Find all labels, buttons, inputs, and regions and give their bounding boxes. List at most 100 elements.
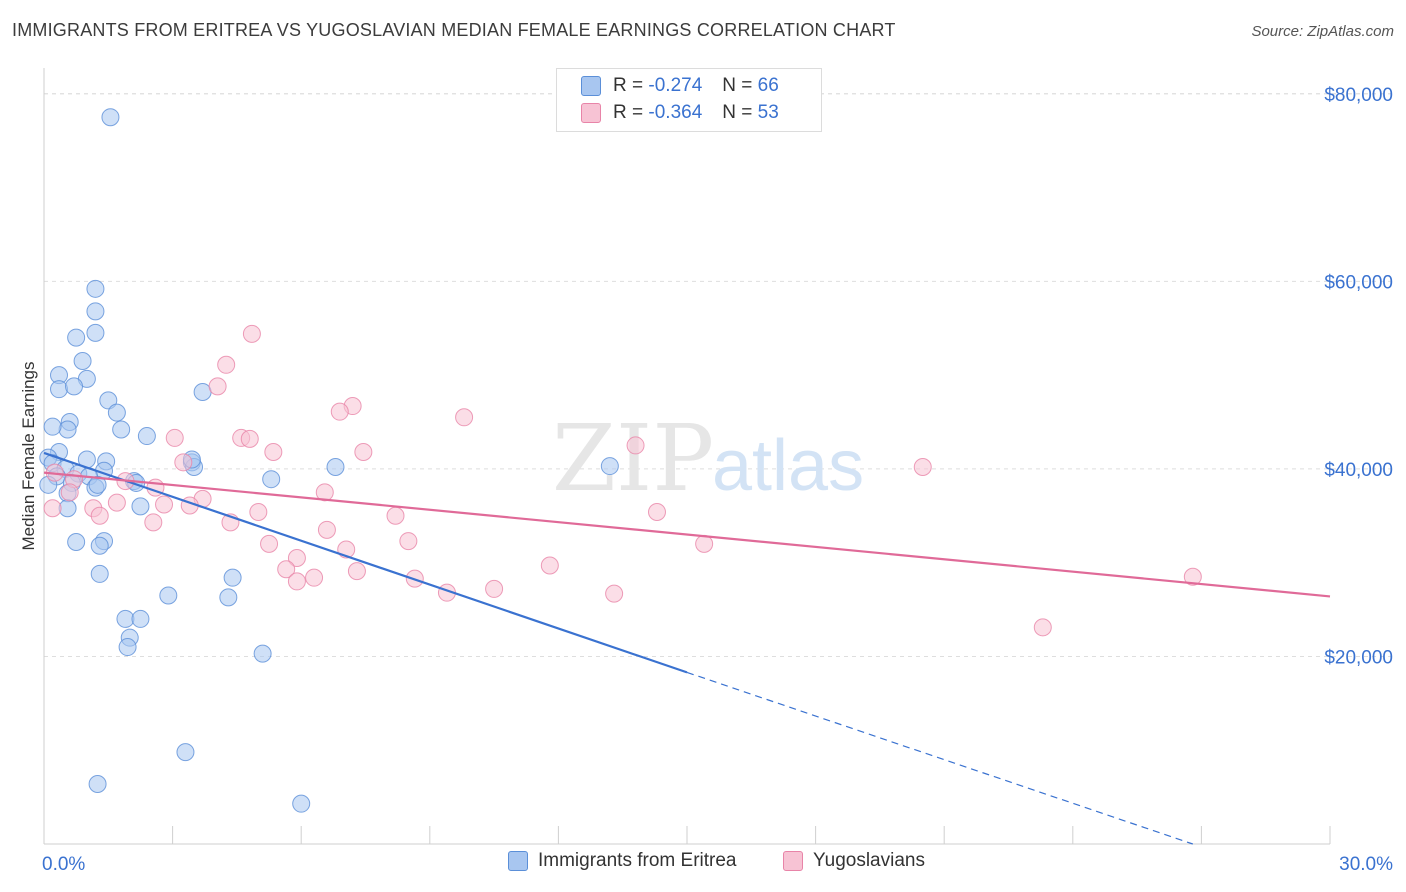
y-tick-label: $60,000 bbox=[1324, 272, 1393, 293]
point-eritrea bbox=[86, 323, 105, 342]
stats-n-value: 53 bbox=[757, 102, 779, 123]
point-yugoslavian bbox=[399, 532, 418, 551]
point-yugoslavian bbox=[264, 442, 283, 461]
point-eritrea bbox=[223, 568, 242, 587]
point-eritrea bbox=[326, 458, 345, 477]
watermark-atlas: atlas bbox=[712, 426, 864, 506]
legend-swatch-eritrea bbox=[508, 851, 528, 871]
y-tick-label: $20,000 bbox=[1324, 647, 1393, 668]
point-eritrea bbox=[88, 475, 107, 494]
point-yugoslavian bbox=[217, 355, 236, 374]
point-eritrea bbox=[112, 420, 131, 439]
legend-swatch-yugoslavian bbox=[783, 851, 803, 871]
point-yugoslavian bbox=[287, 572, 306, 591]
point-eritrea bbox=[600, 457, 619, 476]
point-yugoslavian bbox=[330, 402, 349, 421]
point-eritrea bbox=[118, 638, 137, 657]
stats-r-label: R = bbox=[613, 102, 644, 123]
stats-r-label: R = bbox=[613, 75, 644, 96]
point-yugoslavian bbox=[240, 429, 259, 448]
point-eritrea bbox=[90, 564, 109, 583]
point-eritrea bbox=[219, 588, 238, 607]
point-eritrea bbox=[193, 382, 212, 401]
point-yugoslavian bbox=[455, 408, 474, 427]
point-eritrea bbox=[86, 302, 105, 321]
point-yugoslavian bbox=[647, 503, 666, 522]
stats-swatch-eritrea bbox=[581, 76, 601, 96]
point-eritrea bbox=[131, 497, 150, 516]
legend-label-eritrea: Immigrants from Eritrea bbox=[538, 850, 737, 871]
point-yugoslavian bbox=[1033, 618, 1052, 637]
point-eritrea bbox=[99, 391, 118, 410]
point-eritrea bbox=[67, 533, 86, 552]
point-eritrea bbox=[65, 377, 84, 396]
point-yugoslavian bbox=[315, 483, 334, 502]
point-yugoslavian bbox=[260, 534, 279, 553]
legend-item-yugoslavian[interactable]: Yugoslavians bbox=[783, 850, 925, 872]
point-eritrea bbox=[50, 380, 69, 399]
trend-lines bbox=[43, 451, 1331, 845]
point-yugoslavian bbox=[60, 483, 79, 502]
point-yugoslavian bbox=[695, 534, 714, 553]
point-eritrea bbox=[58, 499, 77, 518]
chart-title: IMMIGRANTS FROM ERITREA VS YUGOSLAVIAN M… bbox=[12, 20, 896, 40]
source-label: Source: ZipAtlas.com bbox=[1251, 23, 1394, 40]
point-yugoslavian bbox=[174, 453, 193, 472]
stats-row-yugoslavian: R = -0.364 N = 53 bbox=[581, 102, 779, 124]
tick-labels: $20,000 $40,000 $60,000 $80,000 0.0% 30.0% bbox=[42, 85, 1393, 875]
x-tick-label: 0.0% bbox=[42, 854, 85, 875]
point-yugoslavian bbox=[43, 499, 62, 518]
point-eritrea bbox=[73, 352, 92, 371]
point-eritrea bbox=[107, 403, 126, 422]
stats-r-value: -0.364 bbox=[648, 102, 703, 123]
point-eritrea bbox=[137, 427, 156, 446]
point-eritrea bbox=[253, 644, 272, 663]
point-eritrea bbox=[88, 774, 107, 793]
point-eritrea bbox=[67, 328, 86, 347]
point-eritrea bbox=[176, 743, 195, 762]
point-yugoslavian bbox=[144, 513, 163, 532]
point-eritrea bbox=[131, 609, 150, 628]
point-eritrea bbox=[58, 420, 77, 439]
watermark-zip: ZIP bbox=[552, 405, 714, 512]
point-yugoslavian bbox=[305, 568, 324, 587]
point-eritrea bbox=[116, 609, 135, 628]
point-yugoslavian bbox=[605, 584, 624, 603]
stats-row-eritrea: R = -0.274 N = 66 bbox=[581, 75, 779, 97]
legend-label-yugoslavian: Yugoslavians bbox=[813, 850, 925, 871]
point-yugoslavian bbox=[386, 506, 405, 525]
stats-legend: R = -0.274 N = 66 R = -0.364 N = 53 bbox=[556, 68, 822, 132]
bottom-legend: Immigrants from Eritrea Yugoslavians bbox=[0, 850, 1406, 880]
stats-swatch-yugoslavian bbox=[581, 103, 601, 123]
point-yugoslavian bbox=[107, 493, 126, 512]
trend-yugoslavian bbox=[43, 471, 1331, 598]
point-yugoslavian bbox=[540, 556, 559, 575]
point-eritrea bbox=[262, 470, 281, 489]
point-yugoslavian bbox=[626, 436, 645, 455]
y-tick-label: $40,000 bbox=[1324, 460, 1393, 481]
point-yugoslavian bbox=[242, 324, 261, 343]
y-axis-label: Median Female Earnings bbox=[19, 362, 38, 551]
point-yugoslavian bbox=[287, 548, 306, 567]
point-yugoslavian bbox=[155, 495, 174, 514]
point-eritrea bbox=[159, 586, 178, 605]
point-yugoslavian bbox=[354, 442, 373, 461]
trend-eritrea bbox=[43, 451, 688, 674]
trend-eritrea-extension bbox=[686, 671, 1194, 845]
point-yugoslavian bbox=[347, 562, 366, 581]
point-eritrea bbox=[90, 536, 109, 555]
point-eritrea bbox=[43, 417, 62, 436]
legend-item-eritrea[interactable]: Immigrants from Eritrea bbox=[508, 850, 736, 872]
stats-r-value: -0.274 bbox=[648, 75, 703, 96]
point-eritrea bbox=[86, 279, 105, 298]
x-tick-label: 30.0% bbox=[1339, 854, 1393, 875]
watermark: ZIP atlas bbox=[552, 405, 864, 512]
point-eritrea bbox=[101, 108, 120, 127]
point-yugoslavian bbox=[90, 506, 109, 525]
point-yugoslavian bbox=[485, 579, 504, 598]
y-tick-label: $80,000 bbox=[1324, 85, 1393, 106]
point-yugoslavian bbox=[249, 503, 268, 522]
point-yugoslavian bbox=[165, 428, 184, 447]
point-eritrea bbox=[292, 794, 311, 813]
point-yugoslavian bbox=[1183, 567, 1202, 586]
